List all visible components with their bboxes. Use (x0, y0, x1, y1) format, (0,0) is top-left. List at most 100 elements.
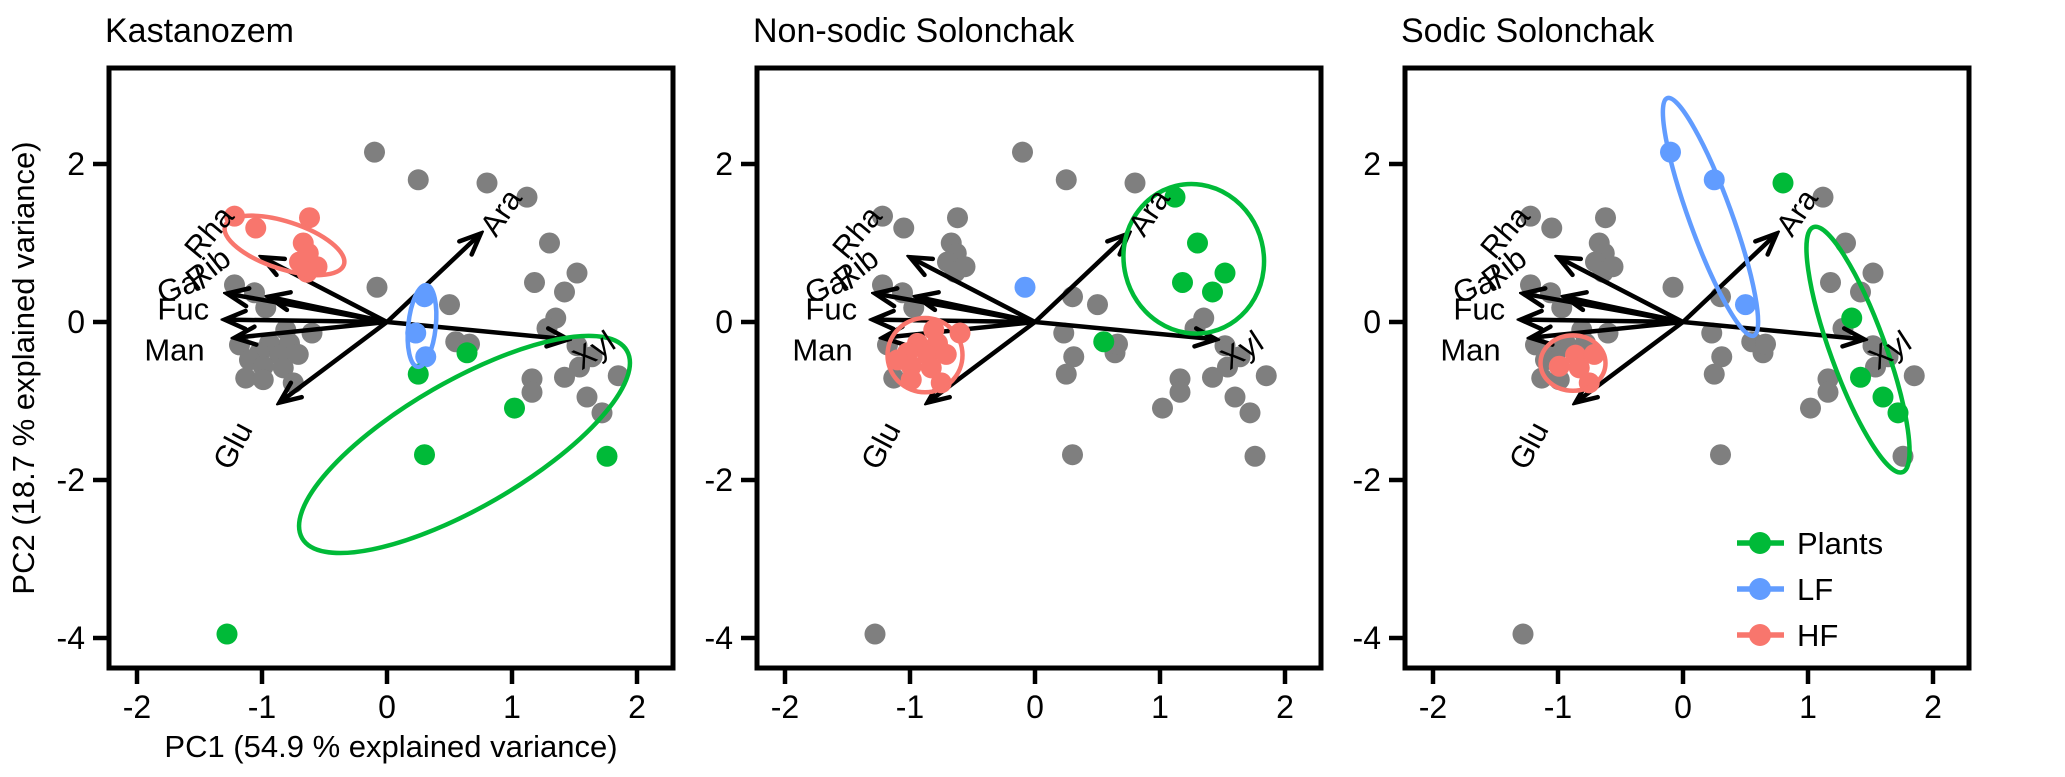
data-point-other (539, 232, 560, 254)
data-point-plants (1872, 386, 1894, 408)
ellipse-lf (1660, 95, 1761, 339)
data-point-plants (1841, 307, 1863, 329)
data-point-other (1244, 445, 1266, 467)
data-point-hf (949, 322, 971, 344)
x-tick-label: -2 (771, 689, 799, 725)
data-point-hf (1568, 357, 1590, 379)
y-tick-label: -2 (57, 462, 85, 498)
data-point-other (872, 274, 893, 296)
loading-arrow-fuc (1521, 320, 1684, 322)
data-point-other (1217, 356, 1238, 378)
x-tick-label: 0 (1026, 689, 1044, 725)
y-tick-label: -2 (1353, 462, 1381, 498)
data-point-plants (1172, 272, 1193, 293)
x-tick-label: 2 (628, 689, 646, 725)
legend-label-lf: LF (1797, 572, 1833, 607)
data-point-other (554, 281, 575, 303)
loading-label-glu: Glu (854, 416, 908, 475)
data-point-other (1053, 322, 1075, 344)
legend-marker-plants (1749, 532, 1771, 554)
data-point-other (1817, 381, 1839, 403)
loading-label-man: Man (792, 332, 852, 367)
ellipse-plants (1804, 224, 1912, 475)
x-tick-label: -1 (896, 689, 924, 725)
loading-arrow-fuc (225, 320, 388, 322)
loading-label-fuc: Fuc (157, 291, 209, 326)
y-tick-label: 2 (67, 146, 85, 182)
data-point-other (1701, 322, 1723, 344)
data-point-other (1820, 272, 1841, 293)
data-point-other (364, 141, 385, 163)
data-point-plants (504, 397, 525, 419)
data-point-other (1520, 274, 1541, 296)
data-point-other (569, 356, 590, 378)
ellipse-hf (885, 315, 965, 395)
plot-box (1402, 65, 1972, 671)
data-point-other (224, 274, 245, 296)
loading-arrow-man (1531, 319, 1684, 338)
y-tick-label: -2 (705, 462, 733, 498)
loading-arrow-xyl (1034, 319, 1216, 339)
data-point-other (1903, 365, 1925, 387)
data-point-other (516, 186, 538, 208)
loading-arrow-rha (1558, 257, 1685, 324)
data-point-other (1255, 365, 1277, 387)
data-point-other (272, 357, 294, 379)
data-point-other (1812, 186, 1834, 208)
data-point-other (1062, 444, 1083, 466)
loading-label-glu: Glu (206, 416, 260, 475)
data-point-plants (414, 444, 435, 466)
data-point-plants (1202, 281, 1223, 303)
x-tick-label: 0 (1674, 689, 1692, 725)
loading-arrow-ara (1681, 234, 1777, 324)
data-point-lf (405, 322, 427, 344)
data-point-other (1012, 141, 1033, 163)
ellipse-plants (1121, 181, 1267, 336)
x-tick-label: 1 (503, 689, 521, 725)
data-point-other (872, 205, 893, 227)
loading-label-man: Man (1440, 332, 1500, 367)
legend-label-plants: Plants (1797, 526, 1883, 561)
data-point-other (1055, 363, 1077, 385)
legend-marker-hf (1749, 624, 1771, 646)
data-point-other (1711, 346, 1733, 368)
data-point-other (476, 172, 498, 194)
data-point-other (1512, 623, 1534, 645)
x-tick-label: -1 (1544, 689, 1572, 725)
data-point-other (1662, 276, 1684, 298)
data-point-other (287, 343, 309, 365)
x-axis-title: PC1 (54.9 % explained variance) (164, 729, 617, 764)
data-point-other (1239, 402, 1261, 424)
plot-box (754, 65, 1324, 671)
data-point-other (566, 262, 588, 284)
loading-label-fuc: Fuc (805, 291, 857, 326)
panel-title: Non-sodic Solonchak (753, 12, 1075, 50)
y-tick-label: 0 (1363, 304, 1381, 340)
data-point-hf (245, 217, 267, 239)
plot-box (106, 65, 676, 671)
data-point-plants (456, 342, 478, 364)
data-point-plants (1214, 262, 1236, 284)
loading-arrow-ara (1033, 234, 1129, 324)
loading-label-man: Man (144, 332, 204, 367)
y-tick-label: -4 (705, 620, 733, 656)
data-point-other (554, 366, 575, 388)
data-point-plants (596, 445, 618, 467)
data-point-other (1520, 205, 1541, 227)
data-point-hf (920, 357, 942, 379)
y-tick-label: 0 (67, 304, 85, 340)
y-tick-label: 2 (1363, 146, 1381, 182)
loading-label-glu: Glu (1502, 416, 1556, 475)
data-point-plants (1093, 331, 1115, 353)
data-point-plants (216, 623, 238, 645)
x-tick-label: -1 (248, 689, 276, 725)
data-point-other (864, 623, 886, 645)
ellipse-hf (222, 213, 347, 278)
legend-marker-lf (1749, 578, 1771, 600)
ellipse-hf (1538, 333, 1608, 393)
data-point-other (521, 381, 543, 403)
y-tick-label: 0 (715, 304, 733, 340)
panel-title: Sodic Solonchak (1401, 12, 1655, 50)
